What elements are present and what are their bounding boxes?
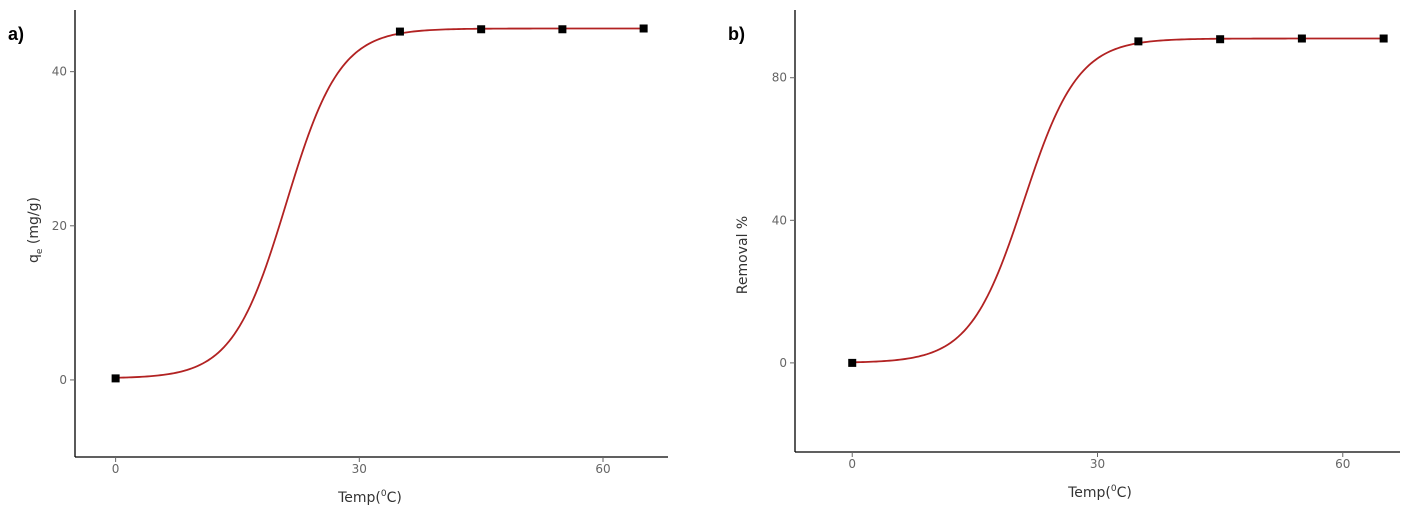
panel-b-y-axis-label: Removal %: [735, 216, 751, 294]
panel-b-y-tick-label: 80: [772, 71, 787, 85]
panel-b-x-axis-label: Temp(0C): [1067, 484, 1132, 501]
panel-b-fit-line: [852, 37, 1384, 364]
panel-b-x-tick-label: 60: [1335, 457, 1350, 471]
panel-b: b) 0 30 60 0 40 80 Temp(0C) Removal %: [728, 10, 1400, 501]
panel-b-x-tick-label: 0: [848, 457, 856, 471]
panel-a-x-tick-label: 0: [112, 462, 120, 476]
panel-a-y-tick-label: 20: [52, 219, 67, 233]
panel-b-x-tick-label: 30: [1090, 457, 1105, 471]
panel-b-data-point: [1216, 35, 1225, 44]
panel-a-data-point: [111, 374, 120, 383]
panel-a-fit-line: [115, 27, 644, 379]
panel-b-data-point: [1297, 34, 1306, 43]
panel-a-y-tick-label: 40: [52, 65, 67, 79]
panel-a: a) 0 30 60 0 20 40 Temp(0C) qe (mg/g): [8, 10, 668, 506]
panel-b-data-point: [1379, 34, 1388, 43]
panel-b-data-point: [848, 358, 857, 367]
panel-a-data-point: [639, 24, 648, 33]
panel-b-data-point: [1134, 37, 1143, 46]
panel-b-y-tick-label: 40: [772, 213, 787, 227]
panel-b-y-tick-label: 0: [779, 356, 787, 370]
panel-b-label: b): [728, 24, 745, 44]
panel-a-x-tick-label: 30: [352, 462, 367, 476]
panel-a-y-axis-label: qe (mg/g): [26, 197, 45, 263]
panel-a-x-axis-label: Temp(0C): [337, 489, 402, 506]
panel-a-data-point: [395, 27, 404, 36]
panel-a-label: a): [8, 24, 24, 44]
panel-a-y-tick-label: 0: [59, 373, 67, 387]
panel-a-data-point: [477, 25, 486, 34]
panel-a-data-point: [558, 25, 567, 34]
panel-a-x-tick-label: 60: [595, 462, 610, 476]
